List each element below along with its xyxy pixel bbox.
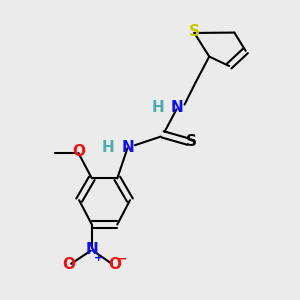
Text: H: H [102,140,115,154]
Text: N: N [170,100,183,115]
Text: H: H [152,100,165,115]
Text: O: O [62,257,75,272]
Text: N: N [85,242,98,257]
Text: O: O [72,144,85,159]
Text: S: S [189,24,200,39]
Text: −: − [117,252,127,265]
Text: N: N [122,140,135,154]
Text: O: O [108,257,121,272]
Text: +: + [93,253,103,263]
Text: S: S [186,134,197,149]
